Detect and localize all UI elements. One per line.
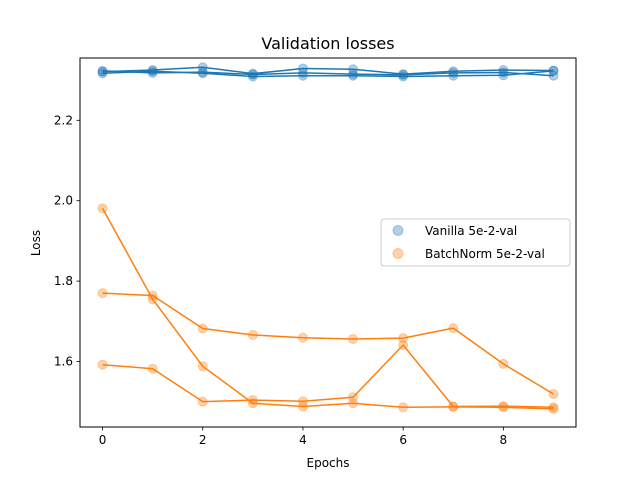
x-axis-ticks: 0 2 4 6 8: [99, 427, 507, 447]
data-point: [498, 67, 509, 78]
series-vanilla-5e-2-val: [97, 62, 559, 82]
data-point: [247, 398, 258, 409]
series-layer: [97, 62, 559, 414]
data-point: [548, 389, 559, 400]
chart-title: Validation losses: [261, 34, 394, 53]
data-point: [348, 398, 359, 409]
data-point: [498, 401, 509, 412]
plot-frame: [79, 57, 577, 428]
y-axis-label: Loss: [29, 230, 43, 256]
data-point: [297, 67, 308, 78]
data-point: [147, 67, 158, 78]
data-point: [398, 69, 409, 80]
data-point: [197, 67, 208, 78]
data-point: [297, 332, 308, 343]
data-point: [197, 396, 208, 407]
x-tick-label: 6: [399, 433, 407, 447]
legend-marker-vanilla: [392, 225, 404, 236]
data-point: [197, 68, 208, 79]
y-tick-label: 1.8: [54, 274, 73, 288]
y-tick-label: 2.2: [54, 113, 73, 127]
data-point: [448, 401, 459, 412]
series-line-batchnorm-5e-2-val-run-3: [102, 344, 554, 409]
y-axis-ticks: 1.6 1.8 2.0 2.2: [54, 113, 80, 368]
data-point: [548, 402, 559, 413]
data-point: [398, 402, 409, 413]
data-point: [247, 69, 258, 80]
data-point: [498, 402, 509, 413]
data-point: [247, 395, 258, 406]
series-line-batchnorm-5e-2-val-run-2: [102, 292, 554, 395]
legend-marker-batchnorm: [392, 248, 404, 259]
data-point: [398, 333, 409, 344]
data-point: [398, 340, 409, 350]
legend: Vanilla 5e-2-val BatchNorm 5e-2-val: [380, 218, 571, 267]
data-point: [197, 361, 208, 372]
x-axis-label: Epochs: [307, 456, 350, 470]
x-tick-label: 0: [99, 433, 107, 447]
y-tick-label: 2.0: [54, 194, 73, 208]
data-point: [247, 329, 258, 340]
data-point: [97, 65, 108, 76]
series-batchnorm-5e-2-val: [97, 203, 559, 414]
data-point: [97, 359, 108, 370]
data-point: [97, 203, 108, 214]
series-line-vanilla-5e-2-val-run-3: [102, 70, 554, 77]
data-point: [348, 333, 359, 344]
data-point: [348, 69, 359, 80]
data-point: [348, 392, 359, 403]
data-point: [197, 323, 208, 334]
legend-label-batchnorm: BatchNorm 5e-2-val: [425, 247, 545, 261]
x-tick-label: 4: [299, 433, 307, 447]
legend-label-vanilla: Vanilla 5e-2-val: [425, 224, 517, 238]
x-tick-label: 2: [199, 433, 207, 447]
series-line-batchnorm-5e-2-val-run-1: [101, 207, 554, 410]
data-point: [297, 396, 308, 407]
data-point: [147, 363, 158, 374]
y-tick-label: 1.6: [54, 354, 73, 368]
data-point: [448, 67, 459, 78]
series-line-vanilla-5e-2-val-run-2: [102, 66, 554, 75]
data-point: [548, 70, 559, 81]
legend-box: [380, 218, 571, 267]
data-point: [498, 358, 509, 369]
data-point: [448, 323, 459, 334]
data-point: [147, 290, 158, 301]
data-point: [97, 288, 108, 299]
x-tick-label: 8: [500, 433, 508, 447]
